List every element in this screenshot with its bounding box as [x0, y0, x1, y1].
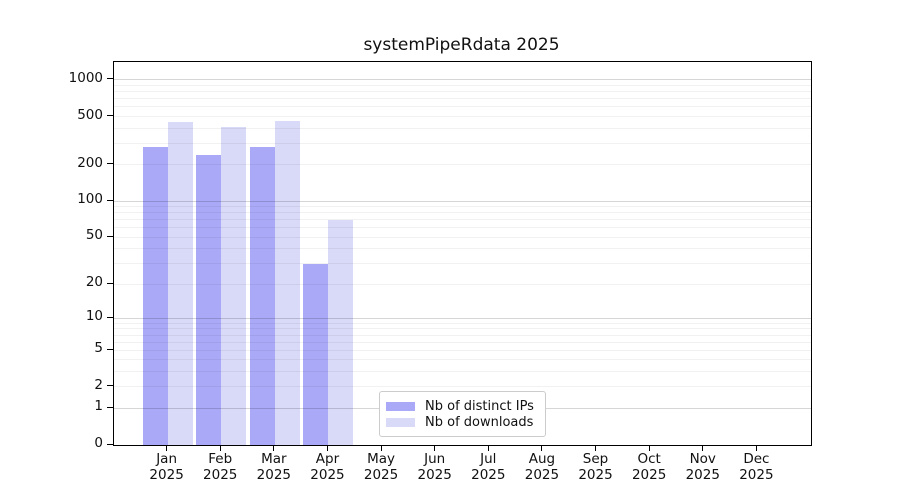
y-tick-mark	[107, 316, 113, 318]
x-tick-mark	[326, 445, 328, 451]
y-tick-mark	[107, 235, 113, 237]
bar-nb-of-downloads-apr	[328, 219, 354, 445]
y-tick-label: 1	[94, 398, 103, 415]
x-tick-mark	[541, 445, 543, 451]
x-tick-label: Nov 2025	[685, 451, 720, 483]
x-tick-label: May 2025	[363, 451, 399, 483]
legend-label-distinct-ips: Nb of distinct IPs	[425, 398, 534, 414]
y-tick-mark	[107, 443, 113, 445]
y-tick-label: 200	[77, 154, 103, 171]
y-tick-label: 500	[77, 106, 103, 123]
plot-area	[113, 61, 812, 446]
x-tick-mark	[219, 445, 221, 451]
legend-label-downloads: Nb of downloads	[425, 414, 534, 430]
x-tick-label: Jan 2025	[149, 451, 184, 483]
x-tick-mark	[166, 445, 168, 451]
x-tick-mark	[434, 445, 436, 451]
x-tick-label: Sep 2025	[578, 451, 613, 483]
y-tick-label: 1000	[68, 69, 103, 86]
x-tick-label: Jun 2025	[417, 451, 452, 483]
y-tick-mark	[107, 348, 113, 350]
x-tick-mark	[487, 445, 489, 451]
x-tick-mark	[273, 445, 275, 451]
x-tick-label: Apr 2025	[310, 451, 345, 483]
legend-swatch-downloads-icon	[386, 417, 415, 427]
y-tick-label: 100	[77, 191, 103, 208]
bar-nb-of-distinct-ips-mar	[249, 147, 275, 445]
x-tick-label: Dec 2025	[739, 451, 774, 483]
y-tick-label: 10	[85, 308, 103, 325]
bars-layer	[114, 62, 811, 445]
x-tick-mark	[648, 445, 650, 451]
x-tick-mark	[702, 445, 704, 451]
y-tick-mark	[107, 163, 113, 165]
y-tick-label: 20	[85, 274, 103, 291]
x-tick-mark	[380, 445, 382, 451]
bar-nb-of-downloads-jan	[167, 122, 193, 445]
legend: Nb of distinct IPs Nb of downloads	[379, 391, 546, 437]
y-tick-mark	[107, 282, 113, 284]
y-tick-mark	[107, 115, 113, 117]
x-tick-label: Oct 2025	[631, 451, 667, 483]
x-tick-label: Aug 2025	[524, 451, 560, 483]
y-tick-mark	[107, 199, 113, 201]
y-tick-label: 2	[94, 376, 103, 393]
bar-nb-of-downloads-feb	[221, 127, 247, 445]
y-tick-mark	[107, 406, 113, 408]
y-tick-label: 50	[85, 227, 103, 244]
y-tick-label: 0	[94, 435, 103, 451]
bar-nb-of-distinct-ips-jan	[142, 147, 168, 445]
y-tick-label: 5	[94, 340, 103, 357]
x-tick-label: Jul 2025	[471, 451, 506, 483]
x-tick-label: Mar 2025	[256, 451, 292, 483]
bar-nb-of-downloads-mar	[274, 120, 300, 445]
bar-nb-of-distinct-ips-feb	[196, 155, 222, 445]
legend-item-downloads: Nb of downloads	[386, 414, 545, 430]
legend-swatch-distinct-ips-icon	[386, 401, 415, 411]
x-tick-label: Feb 2025	[203, 451, 238, 483]
legend-item-distinct-ips: Nb of distinct IPs	[386, 398, 545, 414]
y-tick-mark	[107, 78, 113, 80]
chart-title: systemPipeRdata 2025	[363, 35, 560, 55]
y-tick-mark	[107, 385, 113, 387]
x-tick-mark	[755, 445, 757, 451]
x-tick-mark	[595, 445, 597, 451]
bar-nb-of-distinct-ips-apr	[303, 263, 329, 445]
